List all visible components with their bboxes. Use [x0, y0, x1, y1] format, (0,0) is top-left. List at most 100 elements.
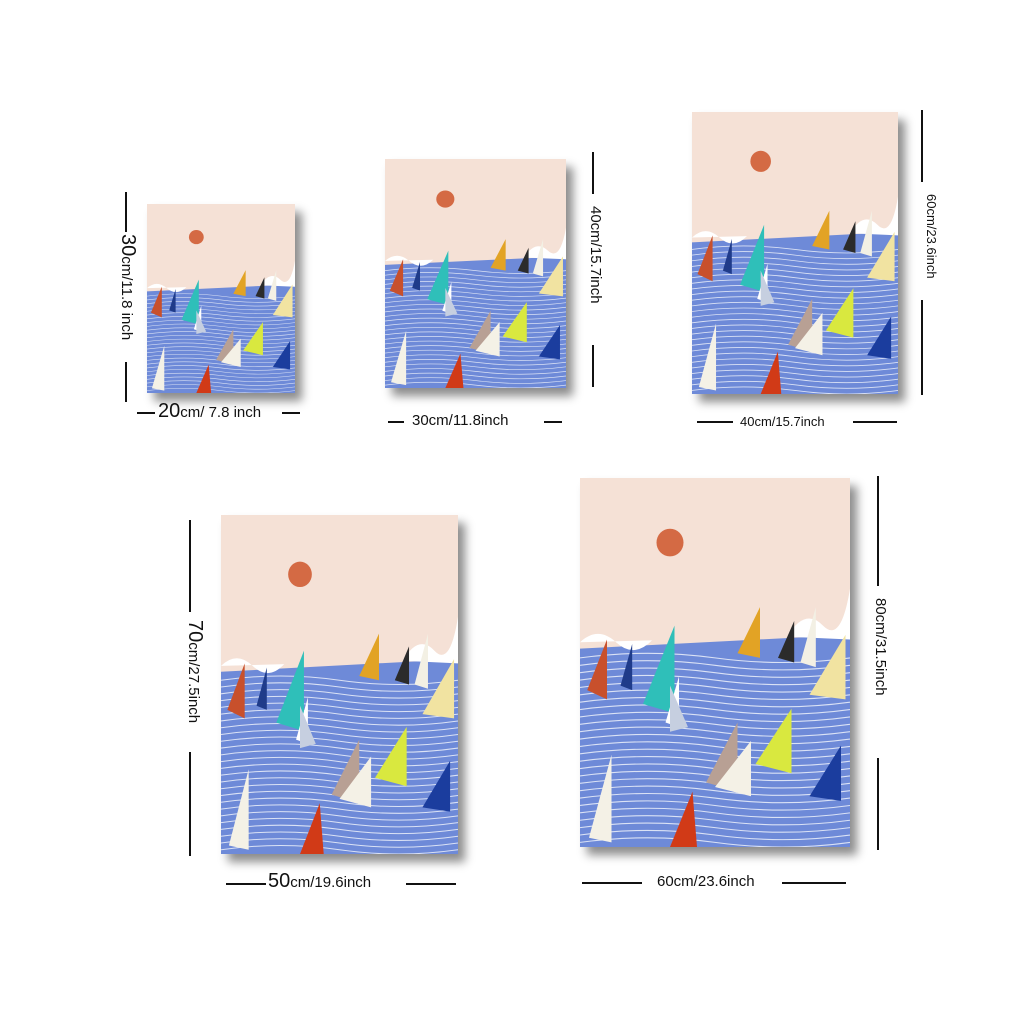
wave-line — [221, 729, 458, 740]
wave-line — [580, 837, 850, 847]
sail — [389, 259, 404, 297]
sea — [385, 256, 566, 388]
wave-line — [385, 281, 566, 288]
sail — [422, 659, 455, 719]
sail — [228, 769, 249, 850]
wave-line — [147, 335, 295, 341]
wave-line — [385, 272, 566, 279]
wave-line — [221, 743, 458, 753]
wave-line — [221, 722, 458, 733]
wave-line — [221, 689, 458, 699]
wave-line — [147, 319, 295, 326]
wave-line — [147, 376, 295, 382]
wave-line — [221, 824, 458, 835]
wave-line — [580, 741, 850, 752]
sun — [750, 150, 771, 172]
sailboat-artwork — [221, 515, 458, 854]
wave-line — [385, 381, 566, 388]
sailboat-artwork — [147, 204, 295, 393]
wave-line — [692, 279, 898, 288]
wave-line — [221, 770, 458, 780]
wave-line — [580, 800, 850, 811]
wave-line — [385, 349, 566, 357]
wave-line — [221, 763, 458, 774]
wave-line — [692, 273, 898, 282]
sail — [643, 625, 675, 714]
wave-line — [580, 733, 850, 745]
height-line — [592, 345, 594, 387]
sail — [809, 745, 841, 801]
width-label: 40cm/15.7inch — [740, 414, 825, 429]
sail — [272, 341, 291, 370]
wave-line — [147, 372, 295, 379]
wave-line — [385, 372, 566, 380]
wave-line — [147, 369, 295, 375]
sail — [412, 262, 420, 291]
wave-line — [580, 719, 850, 730]
sail — [256, 667, 267, 710]
sail — [427, 250, 449, 305]
wave-line — [580, 704, 850, 715]
wave-line — [692, 380, 898, 389]
sea — [147, 284, 295, 393]
wave-line — [692, 290, 898, 299]
sail — [795, 312, 823, 356]
wave-line — [221, 804, 458, 814]
sail — [812, 210, 830, 250]
wave-line — [692, 256, 898, 265]
wave-line — [221, 831, 458, 841]
sail — [339, 756, 372, 808]
sail — [300, 705, 316, 749]
sail — [490, 239, 506, 271]
sun — [188, 229, 204, 245]
wave-line — [692, 296, 898, 305]
wave-line — [221, 838, 458, 848]
wave-line — [580, 697, 850, 708]
wave-line — [147, 308, 295, 314]
wave-line — [147, 361, 295, 367]
wave-line — [692, 285, 898, 293]
sail — [715, 740, 751, 797]
wave-line — [221, 817, 458, 828]
wave-line — [385, 290, 566, 297]
wave-line — [580, 815, 850, 826]
height-label: 40cm/15.7inch — [587, 206, 604, 304]
wave-line — [385, 354, 566, 361]
wave-line — [221, 750, 458, 760]
wave-line — [385, 377, 566, 384]
wave-line — [147, 323, 295, 329]
sail — [587, 639, 607, 700]
wave-line — [385, 368, 566, 375]
sailboat-artwork — [580, 478, 850, 847]
wave-line — [692, 352, 898, 361]
sail — [860, 210, 872, 257]
poster-50x70 — [221, 515, 458, 854]
sail — [272, 284, 293, 318]
sun — [288, 561, 312, 588]
poster-40x60 — [692, 112, 898, 394]
sail — [394, 646, 410, 685]
sail — [196, 310, 207, 334]
sail — [800, 607, 816, 668]
wave-line — [385, 285, 566, 293]
wave-line — [221, 695, 458, 706]
sail — [267, 270, 277, 301]
wave-line — [385, 326, 566, 334]
sail — [670, 685, 688, 732]
wave-line — [385, 331, 566, 338]
wave-line — [580, 748, 850, 759]
wave-line — [692, 369, 898, 378]
wave-line — [385, 363, 566, 371]
height-line — [921, 110, 923, 182]
height-line — [189, 752, 191, 856]
sail — [227, 663, 245, 719]
wave-line — [221, 756, 458, 767]
wave-line — [385, 304, 566, 311]
sun — [436, 190, 455, 208]
sail — [532, 239, 544, 277]
wave-line — [147, 388, 295, 393]
poster-60x80 — [580, 478, 850, 847]
wave-line — [385, 359, 566, 366]
sail — [181, 279, 199, 325]
width-line — [282, 412, 300, 414]
